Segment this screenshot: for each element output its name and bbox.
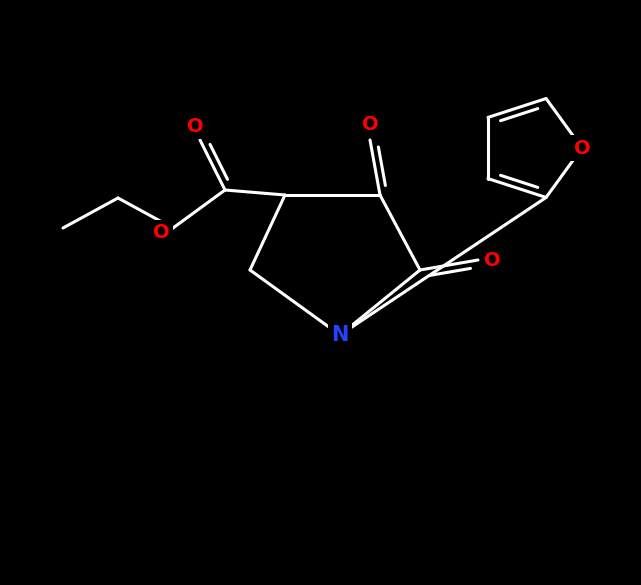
Text: O: O [574,139,590,157]
Text: N: N [331,325,349,345]
Text: O: O [153,223,169,243]
Text: O: O [362,115,378,135]
Text: O: O [484,250,501,270]
Text: O: O [187,116,203,136]
